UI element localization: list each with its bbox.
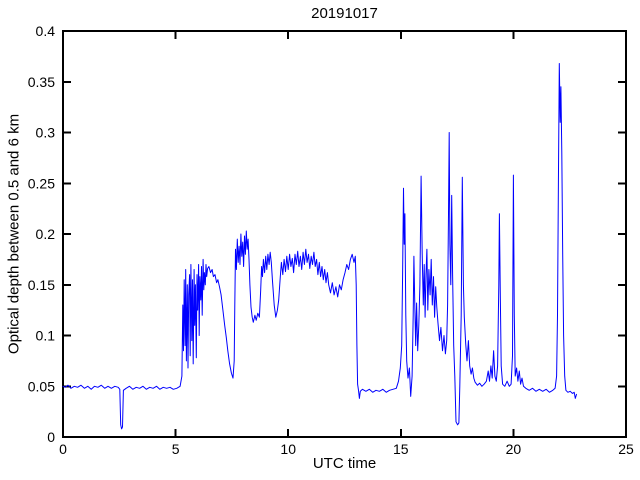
y-tick-label: 0.2 <box>36 226 56 242</box>
chart-title: 20191017 <box>311 5 378 22</box>
x-axis-label: UTC time <box>312 455 377 472</box>
data-series-line <box>62 63 577 430</box>
x-tick-label: 15 <box>393 441 409 457</box>
x-tick-label: 0 <box>59 441 67 457</box>
y-tick-label: 0.25 <box>28 175 55 191</box>
y-tick-label: 0.3 <box>36 125 56 141</box>
x-tick-label: 20 <box>506 441 522 457</box>
y-tick-label: 0.35 <box>28 74 55 90</box>
y-tick-label: 0.1 <box>36 328 56 344</box>
y-tick-label: 0.15 <box>28 277 55 293</box>
y-tick-label: 0 <box>47 429 55 445</box>
y-tick-label: 0.4 <box>36 23 56 39</box>
x-tick-label: 25 <box>618 441 634 457</box>
x-tick-label: 10 <box>280 441 296 457</box>
axes-box <box>62 30 627 438</box>
y-tick-label: 0.05 <box>28 378 55 394</box>
x-tick-label: 5 <box>172 441 180 457</box>
